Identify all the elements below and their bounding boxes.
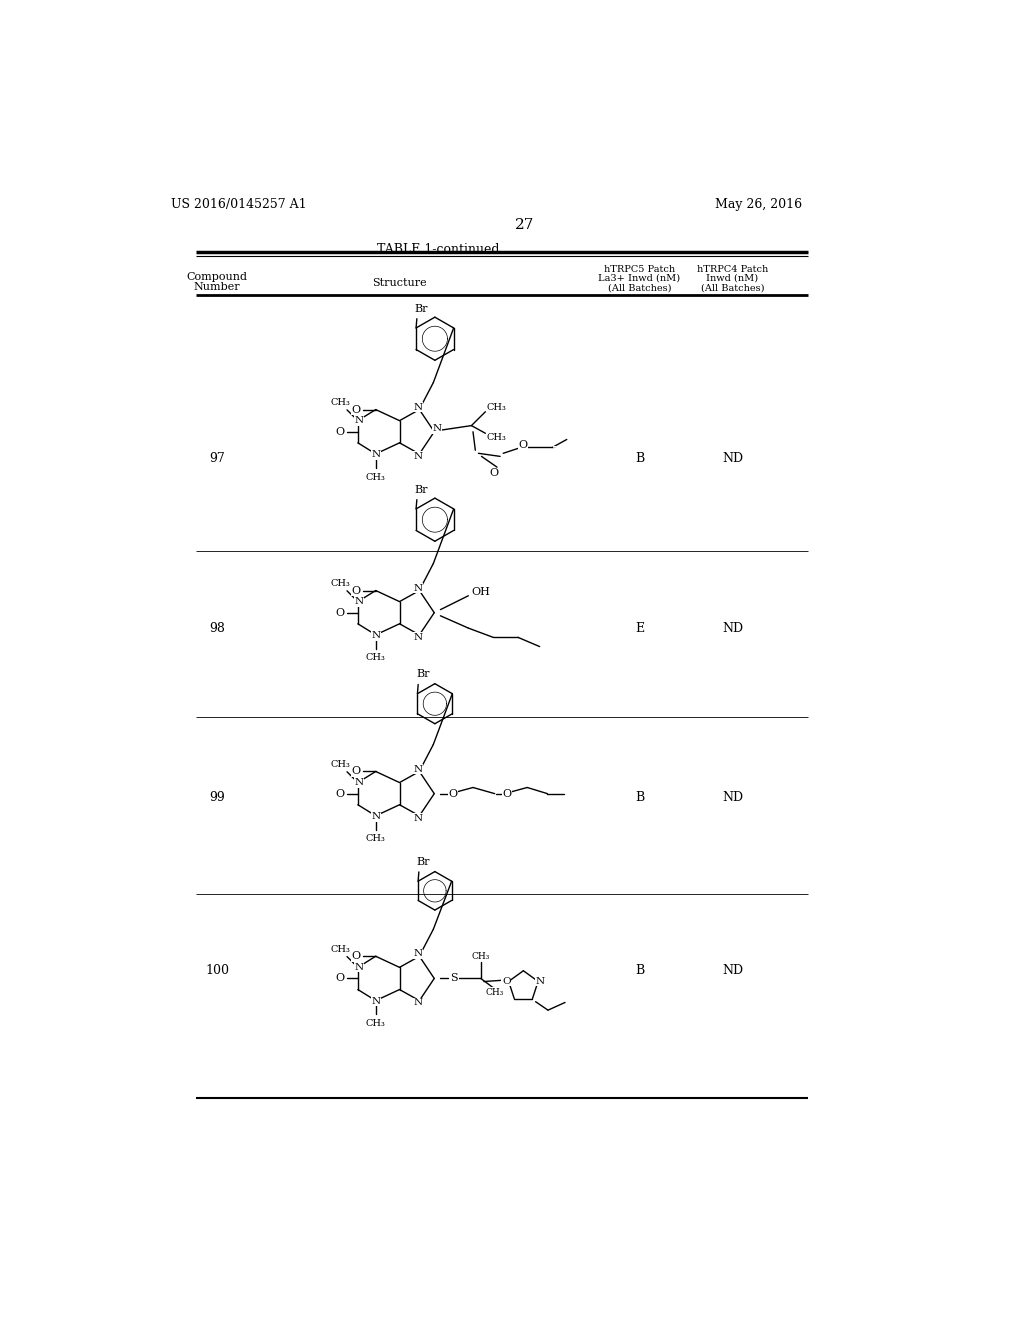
Text: CH₃: CH₃ [331,579,351,589]
Text: O: O [352,952,360,961]
Text: O: O [336,607,345,618]
Text: O: O [352,586,360,595]
Text: CH₃: CH₃ [487,433,507,442]
Text: O: O [503,788,512,799]
Text: May 26, 2016: May 26, 2016 [715,198,802,211]
Text: N: N [371,450,380,459]
Text: CH₃: CH₃ [366,653,386,663]
Text: N: N [371,997,380,1006]
Text: ND: ND [722,622,743,635]
Text: Br: Br [415,484,428,495]
Text: O: O [336,788,345,799]
Text: CH₃: CH₃ [366,834,386,843]
Text: N: N [371,631,380,640]
Text: (All Batches): (All Batches) [608,284,672,292]
Text: 100: 100 [205,964,229,977]
Text: N: N [414,998,422,1007]
Text: Br: Br [416,669,430,680]
Text: CH₃: CH₃ [331,760,351,770]
Text: N: N [414,632,422,642]
Text: ethyl: ethyl [553,446,556,447]
Text: ND: ND [722,453,743,465]
Text: Structure: Structure [372,277,427,288]
Text: OH: OH [471,587,490,597]
Text: E: E [635,622,644,635]
Text: CH₃: CH₃ [331,399,351,408]
Text: N: N [414,583,422,593]
Text: ND: ND [722,964,743,977]
Text: CH₃: CH₃ [331,945,351,954]
Text: 97: 97 [209,453,225,465]
Text: O: O [502,977,511,986]
Text: (All Batches): (All Batches) [700,284,764,292]
Text: 99: 99 [209,791,225,804]
Text: B: B [635,453,644,465]
Text: O: O [519,440,528,450]
Text: CH₃: CH₃ [472,952,489,961]
Text: O: O [336,426,345,437]
Text: O: O [352,404,360,414]
Text: N: N [354,962,364,972]
Text: O: O [352,767,360,776]
Text: N: N [433,424,442,433]
Text: N: N [536,977,545,986]
Text: US 2016/0145257 A1: US 2016/0145257 A1 [171,198,306,211]
Text: 27: 27 [515,218,535,232]
Text: B: B [635,791,644,804]
Text: Inwd (nM): Inwd (nM) [707,275,759,282]
Text: Number: Number [194,281,241,292]
Text: O: O [519,440,528,450]
Text: 98: 98 [209,622,225,635]
Text: TABLE 1-continued: TABLE 1-continued [377,243,500,256]
Text: CH₃: CH₃ [485,987,504,997]
Text: hTRPC4 Patch: hTRPC4 Patch [697,264,768,273]
Text: La3+ Inwd (nM): La3+ Inwd (nM) [598,275,681,282]
Text: CH₃: CH₃ [366,1019,386,1028]
Text: N: N [414,451,422,461]
Text: hTRPC5 Patch: hTRPC5 Patch [604,264,675,273]
Text: N: N [354,597,364,606]
Text: N: N [371,812,380,821]
Text: O: O [489,469,499,478]
Text: Br: Br [415,304,428,314]
Text: ND: ND [722,791,743,804]
Text: O: O [449,788,458,799]
Text: N: N [414,403,422,412]
Text: O: O [336,973,345,983]
Text: S: S [451,973,458,983]
Text: CH₃: CH₃ [487,404,507,412]
Text: N: N [414,813,422,822]
Text: N: N [414,949,422,958]
Text: CH₃: CH₃ [366,473,386,482]
Text: B: B [635,964,644,977]
Text: Br: Br [417,857,430,867]
Text: N: N [414,764,422,774]
Text: N: N [354,777,364,787]
Text: Compound: Compound [186,272,248,282]
Text: N: N [354,416,364,425]
